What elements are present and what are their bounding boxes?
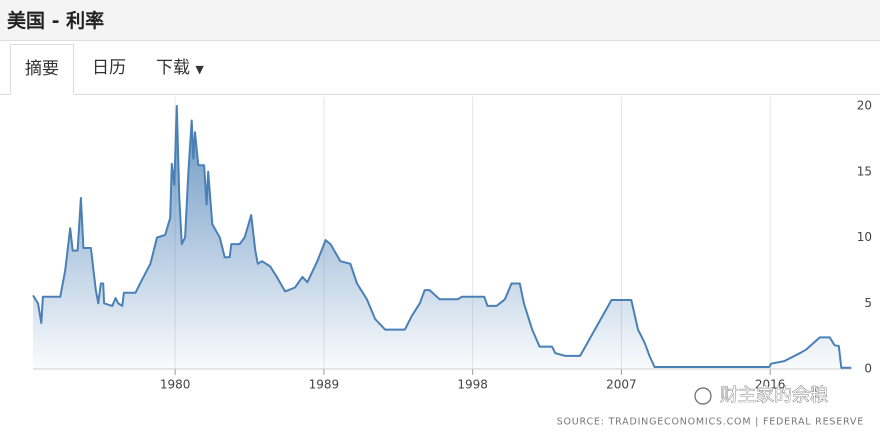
watermark: 财主家的余粮 [720,385,828,406]
area [33,106,852,369]
y-tick-label: 20 [857,99,872,113]
page-title: 美国 - 利率 [7,10,105,32]
chart: 1980 1989 1998 2007 2016 0 5 10 15 20 财主家的余粮 SOURCE… [32,97,872,428]
y-tick-label: 10 [857,230,872,244]
x-tick-label: 1998 [457,378,488,392]
tab[interactable]: 下载 ▼ [142,44,218,94]
tab-label: 下载 [156,58,190,78]
x-tick-label: 1980 [160,378,191,392]
tab[interactable]: 日历 [92,58,126,78]
dropdown-caret: ▼ [195,63,204,76]
y-tick-label: 0 [864,362,872,376]
x-tick-label: 2016 [755,378,786,392]
source: SOURCE: TRADINGECONOMICS.COM | FEDERAL R… [557,417,864,428]
y-tick-label: 15 [857,164,872,178]
y-tick-label: 5 [864,296,872,310]
header: 美国 - 利率 [0,0,880,41]
tab-bar: 摘要 日历 下载 ▼ [0,44,880,95]
x-tick-label: 1989 [309,378,340,392]
watermark-icon [694,387,712,405]
tab[interactable]: 摘要 [10,44,74,95]
x-tick-label: 2007 [606,378,637,392]
line [32,105,852,369]
